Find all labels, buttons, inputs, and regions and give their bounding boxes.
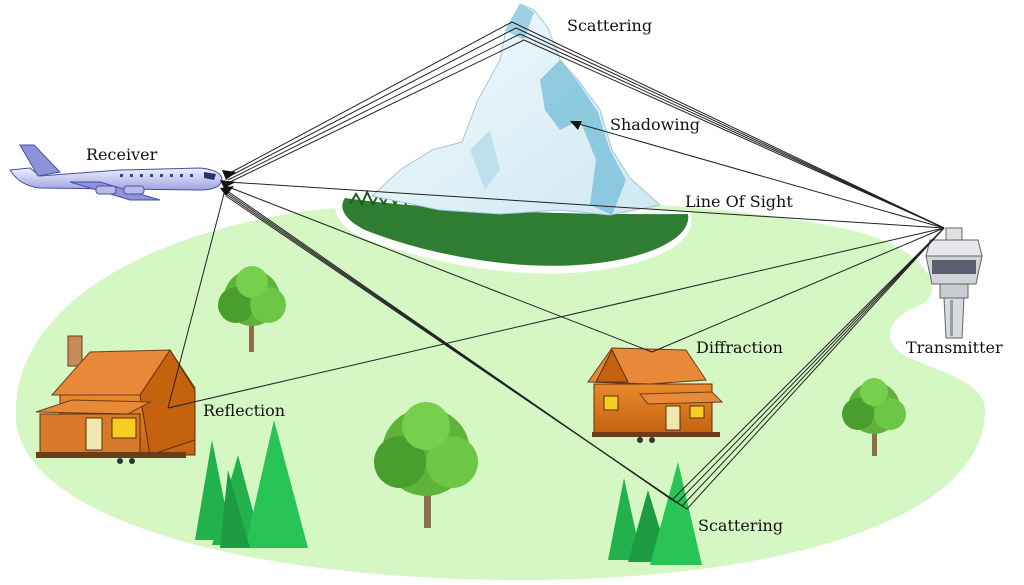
ray-scatter-top [511, 21, 945, 229]
ray-scatter-bottom [676, 227, 945, 504]
ray-scatter-bottom [686, 227, 945, 510]
tree-icon [842, 378, 906, 456]
tree-icon [218, 266, 286, 352]
ray-scatter-top [227, 33, 521, 181]
airplane-icon [9, 144, 223, 201]
arrowheads [220, 170, 236, 196]
pine-trees-icon [195, 420, 308, 548]
tree-icon [374, 402, 478, 528]
label-reflection: Reflection [203, 401, 285, 420]
label-line-of-sight: Line Of Sight [685, 192, 793, 211]
control-tower-icon [925, 227, 983, 339]
ray-scatter-bottom [225, 195, 688, 510]
pine-trees-icon [608, 462, 702, 565]
ray-scatter-top [227, 27, 517, 178]
label-scattering-top: Scattering [567, 16, 652, 35]
ray-diffraction [225, 185, 653, 353]
label-transmitter: Transmitter [906, 338, 1003, 357]
label-receiver: Receiver [86, 145, 158, 164]
ray-scatter-top [523, 39, 945, 229]
ray-diffraction [651, 227, 945, 353]
ray-shadowing [571, 121, 945, 229]
ray-scatter-top [227, 21, 513, 175]
ray-scatter-top [519, 33, 945, 229]
ray-scatter-top [515, 27, 945, 229]
house-icon [587, 347, 724, 443]
ray-scatter-bottom [671, 227, 945, 501]
propagation-rays [167, 21, 945, 510]
mountain-icon [335, 3, 692, 274]
shadowing-arrowhead [570, 121, 582, 130]
label-scattering-bottom: Scattering [698, 516, 783, 535]
ray-reflection [167, 227, 945, 409]
label-diffraction: Diffraction [696, 338, 783, 357]
label-shadowing: Shadowing [610, 115, 700, 134]
ray-reflection [167, 185, 227, 409]
ray-scatter-bottom [681, 227, 945, 507]
ray-scatter-top [227, 39, 525, 184]
ray-line-of-sight [227, 181, 945, 229]
house-icon [35, 335, 196, 464]
